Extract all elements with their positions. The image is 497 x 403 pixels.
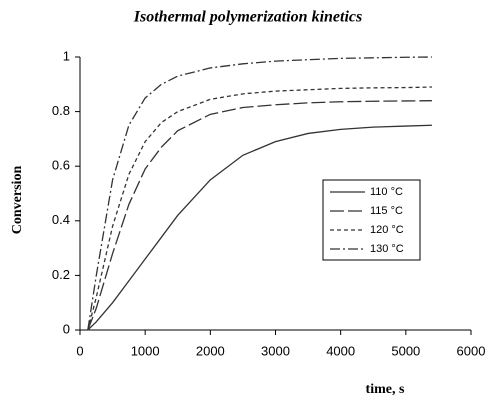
series-line	[87, 124, 432, 331]
x-tick-label: 1000	[131, 343, 160, 358]
y-axis-label: Conversion	[10, 166, 25, 235]
legend-label: 120 °C	[370, 224, 404, 236]
x-tick-label: 2000	[196, 343, 225, 358]
y-tick-label: 0.4	[52, 212, 70, 227]
legend-label: 130 °C	[370, 243, 404, 255]
y-tick-label: 1	[63, 48, 70, 63]
series-line	[87, 86, 432, 331]
x-axis-label: time, s	[366, 382, 405, 397]
chart-title: Isothermal polymerization kinetics	[133, 9, 362, 26]
y-tick-label: 0.8	[52, 103, 70, 118]
y-tick-label: 0.2	[52, 267, 70, 282]
y-tick-label: 0	[63, 321, 70, 336]
x-tick-label: 5000	[391, 343, 420, 358]
series-line	[87, 100, 432, 331]
x-tick-label: 0	[76, 343, 83, 358]
legend	[322, 179, 421, 261]
x-tick-label: 4000	[326, 343, 355, 358]
y-tick-label: 0.6	[52, 158, 70, 173]
series-line	[87, 56, 432, 331]
legend-label: 110 °C	[370, 186, 403, 198]
legend-label: 115 °C	[370, 205, 403, 217]
x-tick-label: 3000	[261, 343, 290, 358]
x-tick-label: 6000	[457, 343, 486, 358]
